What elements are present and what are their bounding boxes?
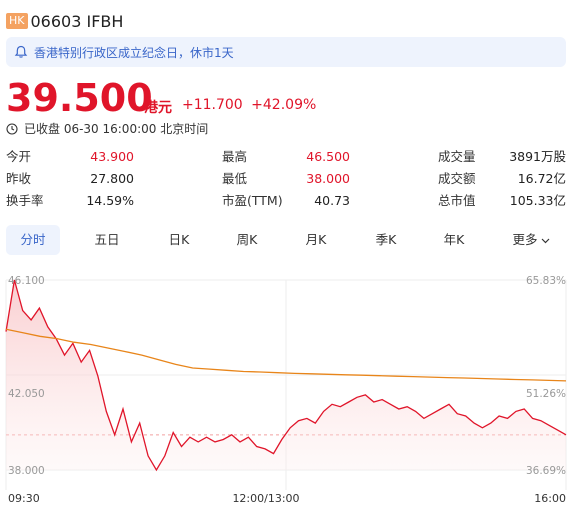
market-badge: HK xyxy=(6,13,28,29)
chevron-down-icon xyxy=(541,238,549,243)
clock-icon xyxy=(6,122,18,135)
notice-text: 香港特别行政区成立纪念日，休市1天 xyxy=(34,45,234,60)
stat-label: 成交额 xyxy=(438,171,476,186)
price-currency: 港元 xyxy=(144,100,172,116)
tab-label: 五日 xyxy=(94,232,120,247)
tab-label: 分时 xyxy=(20,232,46,247)
stat-value: 38.000 xyxy=(306,171,350,186)
tab-1[interactable]: 五日 xyxy=(80,225,134,255)
tab-2[interactable]: 日K xyxy=(152,225,206,255)
tab-label: 月K xyxy=(305,232,327,247)
tab-label: 年K xyxy=(443,232,465,247)
stat-label: 成交量 xyxy=(438,149,476,164)
stat-value: 105.33亿 xyxy=(509,193,566,208)
tab-3[interactable]: 周K xyxy=(220,225,274,255)
market-status: 已收盘 06-30 16:00:00 北京时间 xyxy=(6,120,208,137)
current-price: 39.500 xyxy=(6,76,153,120)
price-line xyxy=(5,279,567,472)
y-right-tick: 36.69% xyxy=(526,465,566,477)
bell-icon xyxy=(14,45,28,58)
tab-5[interactable]: 季K xyxy=(359,225,413,255)
stat-label: 昨收 xyxy=(6,171,32,186)
stat-value: 27.800 xyxy=(90,171,134,186)
y-left-tick: 42.050 xyxy=(8,388,45,400)
market-holiday-notice: 香港特别行政区成立纪念日，休市1天 xyxy=(6,37,566,67)
intraday-chart[interactable]: 46.100 42.050 38.000 65.83% 51.26% 36.69% 09:3… xyxy=(0,260,582,515)
tab-label: 季K xyxy=(375,232,397,247)
average-price-line xyxy=(5,328,567,382)
stock-header: HK 06603 IFBH xyxy=(6,11,123,31)
tab-0[interactable]: 分时 xyxy=(6,225,60,255)
price-change: +11.700 +42.09% xyxy=(182,97,316,113)
stat-value: 40.73 xyxy=(314,193,350,208)
stat-value: 3891万股 xyxy=(509,149,566,164)
tab-label: 更多 xyxy=(512,232,538,247)
stat-label: 最低 xyxy=(222,171,248,186)
tab-6[interactable]: 年K xyxy=(427,225,481,255)
x-tick: 16:00 xyxy=(534,492,566,505)
price-change-amount: +11.700 xyxy=(182,97,243,113)
stat-value: 43.900 xyxy=(90,149,134,164)
y-right-tick: 51.26% xyxy=(526,388,566,400)
x-tick: 09:30 xyxy=(8,492,40,505)
tab-label: 周K xyxy=(236,232,258,247)
stat-label: 市盈(TTM) xyxy=(222,193,283,208)
stat-label: 总市值 xyxy=(438,193,476,208)
stat-value: 14.59% xyxy=(86,193,134,208)
x-tick: 12:00/13:00 xyxy=(232,492,299,505)
stat-label: 最高 xyxy=(222,149,248,164)
tab-label: 日K xyxy=(168,232,190,247)
stat-value: 16.72亿 xyxy=(517,171,566,186)
stat-label: 换手率 xyxy=(6,193,44,208)
price-change-percent: +42.09% xyxy=(251,97,317,113)
y-right-tick: 65.83% xyxy=(526,275,566,287)
stock-code-name: 06603 IFBH xyxy=(30,11,124,31)
stat-label: 今开 xyxy=(6,149,32,164)
price-area xyxy=(6,280,566,470)
y-left-tick: 46.100 xyxy=(8,275,45,287)
tab-7[interactable]: 更多 xyxy=(504,225,558,255)
stat-value: 46.500 xyxy=(306,149,350,164)
period-tabs: 分时 五日 日K 周K 月K 季K 年K 更多 xyxy=(6,225,572,255)
tab-4[interactable]: 月K xyxy=(289,225,343,255)
market-status-text: 已收盘 06-30 16:00:00 北京时间 xyxy=(24,122,209,136)
y-left-tick: 38.000 xyxy=(8,465,45,477)
